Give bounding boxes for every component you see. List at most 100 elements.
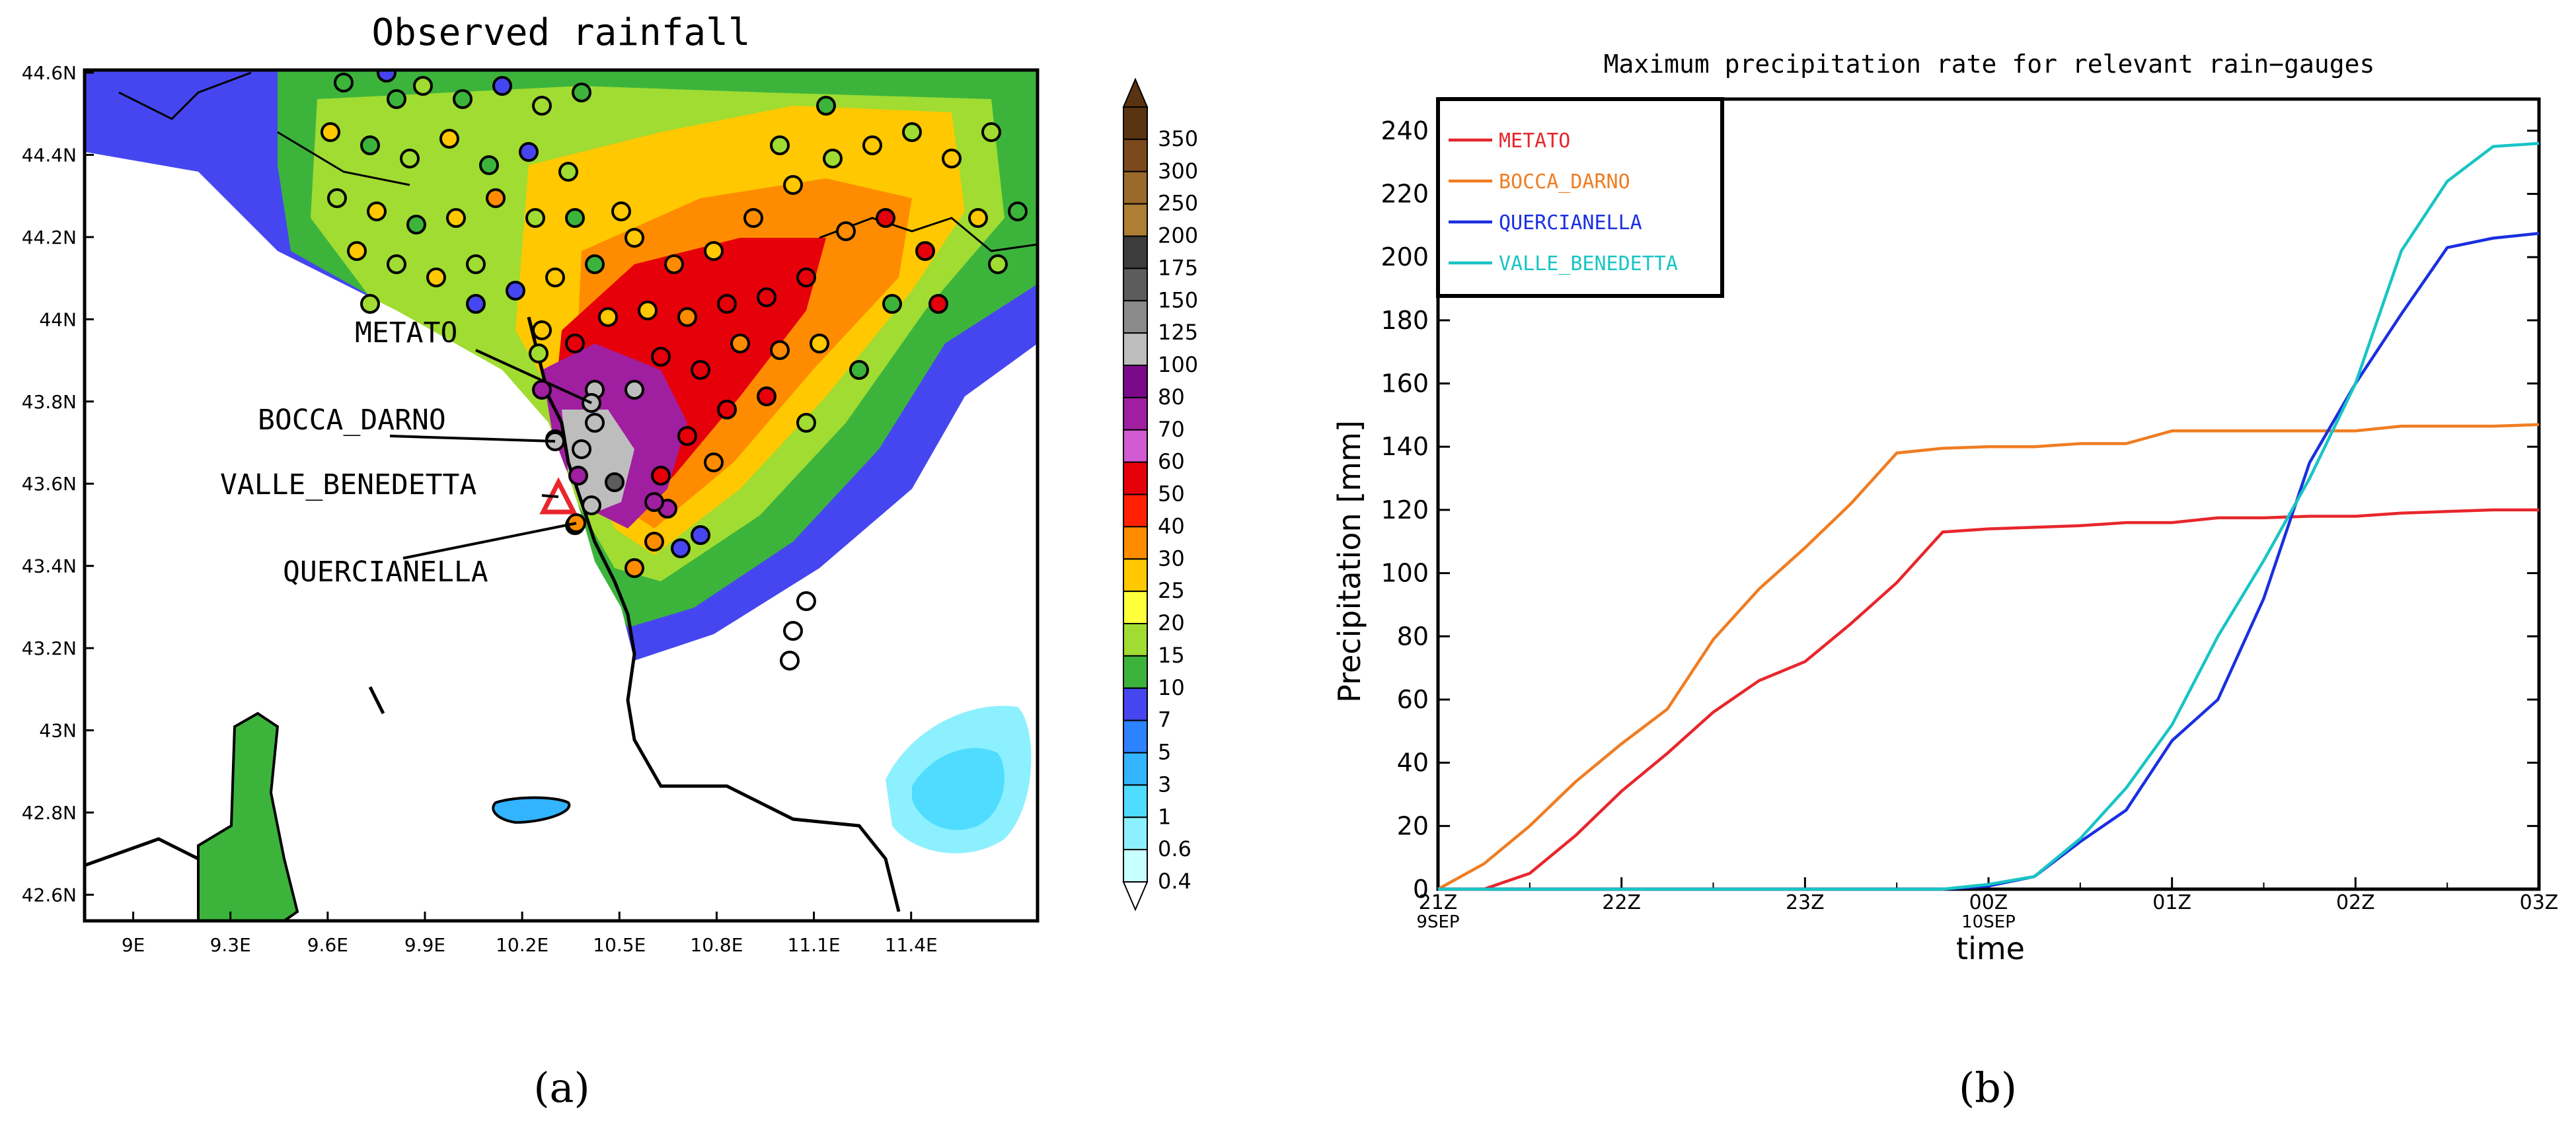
legend-entry: QUERCIANELLA <box>1499 211 1642 235</box>
sea-area <box>85 152 872 921</box>
rain-gauges <box>321 70 1028 670</box>
x-tick-label: 23Z <box>1786 891 1825 914</box>
colorbar-label: 250 <box>1158 191 1198 216</box>
colorbar-label: 25 <box>1158 578 1185 603</box>
y-tick-label: 200 <box>1381 242 1429 272</box>
legend-entry: VALLE_BENEDETTA <box>1499 252 1678 275</box>
map-title: Observed rainfall <box>371 11 750 54</box>
colorbar-label: 0.6 <box>1158 836 1192 861</box>
colorbar-swatch <box>1123 558 1148 593</box>
y-tick-label: 120 <box>1381 495 1429 525</box>
colorbar-label: 5 <box>1158 740 1171 765</box>
y-tick-label: 140 <box>1381 432 1429 461</box>
colorbar-swatch <box>1123 849 1148 883</box>
colorbar-swatch <box>1123 526 1148 560</box>
x-tick-label: 21Z <box>1419 891 1458 914</box>
map-y-tick-label: 43.8N <box>22 391 77 413</box>
y-tick-label: 160 <box>1381 369 1429 398</box>
colorbar-label: 0.4 <box>1158 869 1192 894</box>
legend-entry: METATO <box>1499 129 1570 153</box>
colorbar-swatch <box>1123 816 1148 851</box>
colorbar-swatch <box>1123 429 1148 463</box>
colorbar-label: 15 <box>1158 643 1185 668</box>
colorbar-label: 60 <box>1158 449 1185 474</box>
map-x-tick-label: 10.2E <box>496 934 549 956</box>
y-tick-label: 40 <box>1397 748 1429 778</box>
map-x-tick-label: 9E <box>122 934 145 956</box>
map-x-tick-label: 11.1E <box>788 934 841 956</box>
colorbar-swatch <box>1123 300 1148 334</box>
y-tick-label: 180 <box>1381 306 1429 335</box>
colorbar-swatch <box>1123 203 1148 237</box>
series-line-metato <box>1438 508 2539 891</box>
colorbar-top-arrow <box>1122 77 1149 108</box>
map-y-tick-label: 42.8N <box>22 802 77 824</box>
colorbar-label: 50 <box>1158 482 1185 507</box>
y-tick-label: 0 <box>1413 875 1429 904</box>
map-y-tick-label: 44.6N <box>22 62 77 84</box>
map-y-tick-label: 44.4N <box>22 144 77 166</box>
colorbar-swatch <box>1123 493 1148 528</box>
map-y-tick-label: 44N <box>39 308 77 330</box>
map-frame <box>83 68 1040 923</box>
map-x-tick-label: 9.3E <box>210 934 251 956</box>
colorbar: 3503002502001751501251008070605040302520… <box>1122 77 1198 912</box>
map-x-tick-label: 9.6E <box>307 934 348 956</box>
series-line-valle-benedetta <box>1438 141 2540 891</box>
colorbar-swatch <box>1123 719 1148 754</box>
x-axis-label: time <box>1956 931 2025 966</box>
label-quercianella: QUERCIANELLA <box>283 556 488 589</box>
colorbar-label: 20 <box>1158 610 1185 635</box>
colorbar-label: 100 <box>1158 352 1198 377</box>
map-y-tick-label: 43.6N <box>22 473 77 495</box>
colorbar-label: 1 <box>1158 804 1171 829</box>
y-tick-label: 80 <box>1397 622 1429 651</box>
rain-field-sea-core <box>912 748 1004 830</box>
colorbar-label: 70 <box>1158 417 1185 442</box>
map-y-tick-label: 43.2N <box>22 637 77 659</box>
map-y-tick-label: 44.2N <box>22 227 77 248</box>
map-y-tick-label: 42.6N <box>22 884 77 906</box>
colorbar-label: 7 <box>1158 707 1171 733</box>
station-annotations <box>389 349 592 560</box>
x-tick-sublabel: 10SEP <box>1961 912 2016 932</box>
y-tick-label: 240 <box>1381 116 1429 145</box>
label-bocca-darno: BOCCA_DARNO <box>258 404 446 437</box>
map-x-tick-label: 11.4E <box>885 934 938 956</box>
colorbar-swatch <box>1123 591 1148 624</box>
island-corsica <box>197 711 299 921</box>
x-tick-label: 02Z <box>2336 891 2375 914</box>
colorbar-swatch <box>1123 623 1148 657</box>
colorbar-label: 10 <box>1158 675 1185 700</box>
y-tick-label: 100 <box>1381 559 1429 588</box>
series-line-bocca-darno <box>1437 423 2540 890</box>
colorbar-label: 150 <box>1158 287 1198 312</box>
x-tick-label: 22Z <box>1602 891 1641 914</box>
caption-a: (a) <box>533 1064 589 1112</box>
colorbar-label: 30 <box>1158 546 1185 571</box>
map-axes: 9E 9.3E 9.6E 9.9E 10.2E 10.5E 10.8E 11.1E 11.4E 4… <box>22 62 938 956</box>
colorbar-label: 350 <box>1158 126 1198 151</box>
chart-title: Maximum precipitation rate for relevant … <box>1604 50 2375 79</box>
legend-entry: BOCCA_DARNO <box>1499 170 1630 194</box>
map-y-tick-label: 43N <box>39 720 77 742</box>
colorbar-bottom-arrow <box>1122 881 1149 912</box>
colorbar-swatch <box>1123 138 1148 172</box>
colorbar-swatch <box>1123 461 1148 495</box>
label-valle-benedetta: VALLE_BENEDETTA <box>220 468 476 501</box>
map-y-tick-label: 43.4N <box>22 556 77 577</box>
map-x-tick-label: 10.5E <box>593 934 646 956</box>
y-tick-label: 20 <box>1397 811 1429 840</box>
line-chart: 0 20 40 60 80 100 120 140 160 180 200 220 240 21Z9SEP… <box>1381 97 2558 932</box>
colorbar-label: 125 <box>1158 320 1198 345</box>
colorbar-swatch <box>1123 235 1148 270</box>
y-tick-label: 220 <box>1381 180 1429 209</box>
colorbar-swatch <box>1123 106 1148 140</box>
colorbar-swatch <box>1123 365 1148 398</box>
label-metato: METATO <box>355 316 457 349</box>
x-tick-sublabel: 9SEP <box>1416 912 1459 932</box>
colorbar-label: 80 <box>1158 384 1185 410</box>
admin-borders <box>118 71 1038 252</box>
colorbar-label: 175 <box>1158 255 1198 280</box>
